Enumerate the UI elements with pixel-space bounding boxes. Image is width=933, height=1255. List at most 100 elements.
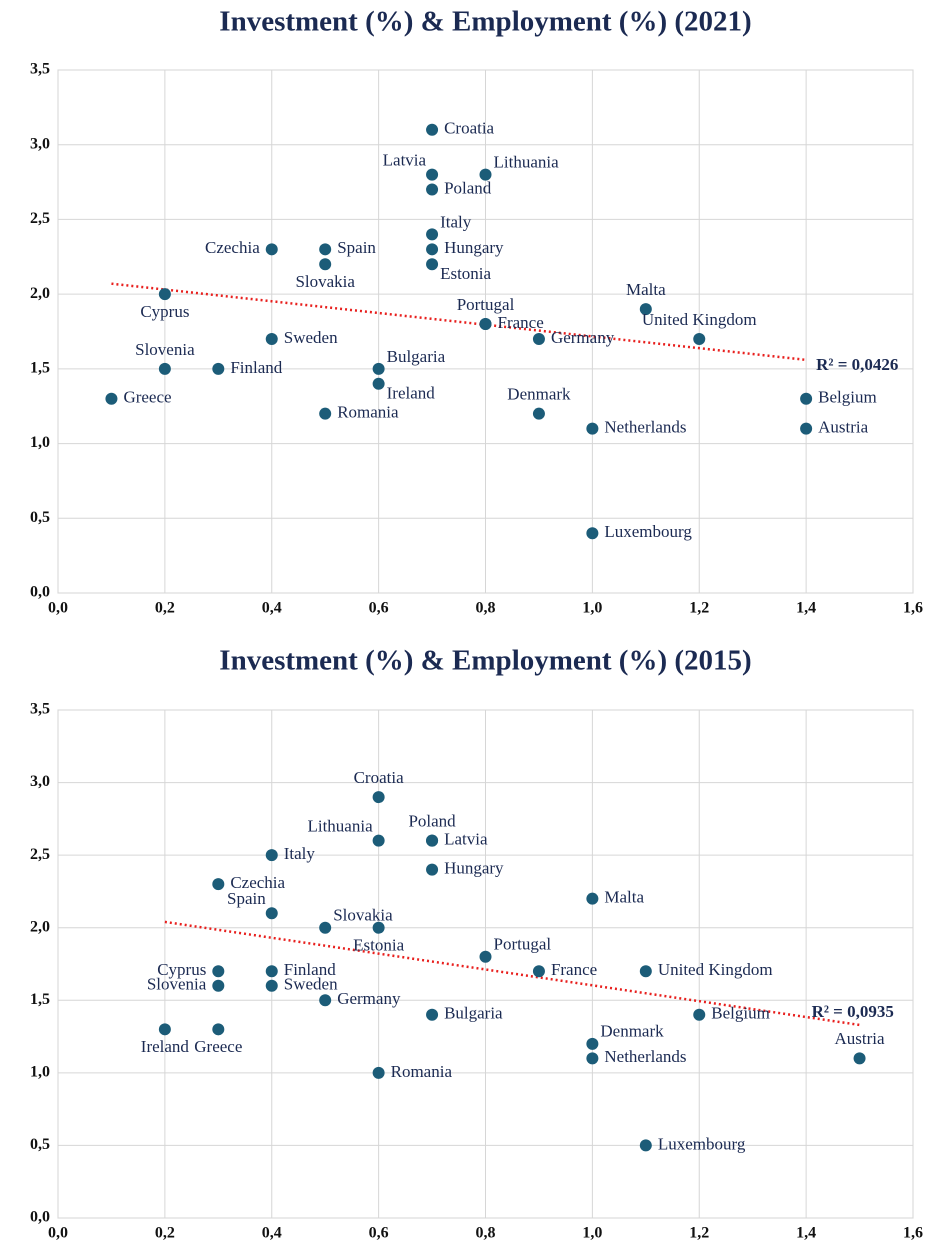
x-tick-label: 0,8 bbox=[476, 1225, 496, 1242]
point-label: Slovenia bbox=[135, 340, 195, 359]
point-label: Austria bbox=[818, 418, 869, 437]
point bbox=[265, 243, 278, 256]
point bbox=[426, 168, 439, 181]
point-label: Finland bbox=[230, 358, 282, 377]
y-tick-label: 1,5 bbox=[30, 360, 50, 377]
x-tick-label: 0,2 bbox=[155, 600, 175, 617]
point-label: Lithuania bbox=[307, 817, 373, 836]
point-label: Spain bbox=[337, 238, 376, 257]
trendline bbox=[111, 282, 807, 362]
point bbox=[319, 994, 332, 1007]
point-label: Cyprus bbox=[140, 302, 189, 321]
point bbox=[158, 288, 171, 301]
point-label: Croatia bbox=[354, 768, 404, 787]
point bbox=[639, 303, 652, 316]
point bbox=[212, 979, 225, 992]
y-tick-label: 3,0 bbox=[30, 773, 50, 790]
point-label: Malta bbox=[604, 888, 644, 907]
point-label: Poland bbox=[408, 812, 456, 831]
point-label: Sweden bbox=[284, 975, 338, 994]
point bbox=[212, 878, 225, 891]
point bbox=[853, 1052, 866, 1065]
y-tick-label: 1,0 bbox=[30, 434, 50, 451]
point bbox=[265, 332, 278, 345]
point-label: Netherlands bbox=[604, 1047, 686, 1066]
point bbox=[265, 849, 278, 862]
point-label: Slovakia bbox=[295, 272, 355, 291]
point-label: Denmark bbox=[507, 385, 571, 404]
point-label: Estonia bbox=[353, 936, 404, 955]
x-tick-label: 0,4 bbox=[262, 1225, 282, 1242]
point bbox=[532, 965, 545, 978]
point bbox=[586, 1037, 599, 1050]
point bbox=[426, 183, 439, 196]
y-tick-label: 1,5 bbox=[30, 991, 50, 1008]
x-tick-label: 1,6 bbox=[903, 600, 923, 617]
chart-title: Investment (%) & Employment (%) (2021) bbox=[219, 6, 751, 38]
point-label: Malta bbox=[626, 280, 666, 299]
point bbox=[319, 258, 332, 271]
point-label: Romania bbox=[337, 403, 399, 422]
y-tick-label: 0,0 bbox=[30, 584, 50, 601]
point-label: Slovenia bbox=[147, 975, 207, 994]
point-label: Luxembourg bbox=[658, 1134, 746, 1153]
point-label: Germany bbox=[337, 989, 401, 1008]
point bbox=[426, 258, 439, 271]
point-label: Estonia bbox=[440, 264, 491, 283]
point bbox=[639, 1139, 652, 1152]
x-tick-label: 0,2 bbox=[155, 1225, 175, 1242]
point-label: Finland bbox=[284, 960, 336, 979]
point bbox=[372, 834, 385, 847]
point bbox=[800, 392, 813, 405]
point bbox=[586, 422, 599, 435]
point-label: Denmark bbox=[600, 1022, 664, 1041]
point bbox=[479, 168, 492, 181]
point-label: Slovakia bbox=[333, 906, 393, 925]
y-tick-label: 2,5 bbox=[30, 210, 50, 227]
r-squared: R² = 0,0935 bbox=[812, 1002, 894, 1021]
point bbox=[426, 834, 439, 847]
y-tick-label: 2,0 bbox=[30, 285, 50, 302]
point-label: Spain bbox=[227, 889, 266, 908]
point-label: Belgium bbox=[818, 388, 877, 407]
point-label: Hungary bbox=[444, 238, 504, 257]
point bbox=[800, 422, 813, 435]
point bbox=[426, 863, 439, 876]
point-label: Luxembourg bbox=[604, 522, 692, 541]
point-label: United Kingdom bbox=[658, 960, 773, 979]
point-label: France bbox=[498, 313, 544, 332]
point-label: Czechia bbox=[205, 238, 260, 257]
point bbox=[479, 950, 492, 963]
point-label: Czechia bbox=[230, 873, 285, 892]
x-tick-label: 1,4 bbox=[796, 600, 816, 617]
y-tick-label: 0,5 bbox=[30, 1136, 50, 1153]
point-label: Lithuania bbox=[494, 153, 560, 172]
point-label: Portugal bbox=[457, 295, 515, 314]
point bbox=[586, 892, 599, 905]
point bbox=[532, 407, 545, 420]
x-tick-label: 0,0 bbox=[48, 1225, 68, 1242]
point bbox=[158, 1023, 171, 1036]
point bbox=[372, 377, 385, 390]
point bbox=[693, 332, 706, 345]
x-tick-label: 1,0 bbox=[582, 1225, 602, 1242]
point bbox=[639, 965, 652, 978]
point bbox=[426, 243, 439, 256]
y-tick-label: 0,5 bbox=[30, 509, 50, 526]
x-tick-label: 0,0 bbox=[48, 600, 68, 617]
point bbox=[426, 123, 439, 136]
point bbox=[212, 1023, 225, 1036]
point bbox=[479, 318, 492, 331]
point-label: United Kingdom bbox=[642, 310, 757, 329]
point-label: Belgium bbox=[711, 1004, 770, 1023]
point-label: Latvia bbox=[383, 151, 427, 170]
point bbox=[319, 921, 332, 934]
y-tick-label: 3,0 bbox=[30, 135, 50, 152]
point-label: Greece bbox=[123, 388, 171, 407]
x-tick-label: 1,4 bbox=[796, 1225, 816, 1242]
point-label: Bulgaria bbox=[444, 1004, 503, 1023]
y-tick-label: 1,0 bbox=[30, 1064, 50, 1081]
x-tick-label: 0,6 bbox=[369, 600, 389, 617]
x-tick-label: 1,6 bbox=[903, 1225, 923, 1242]
